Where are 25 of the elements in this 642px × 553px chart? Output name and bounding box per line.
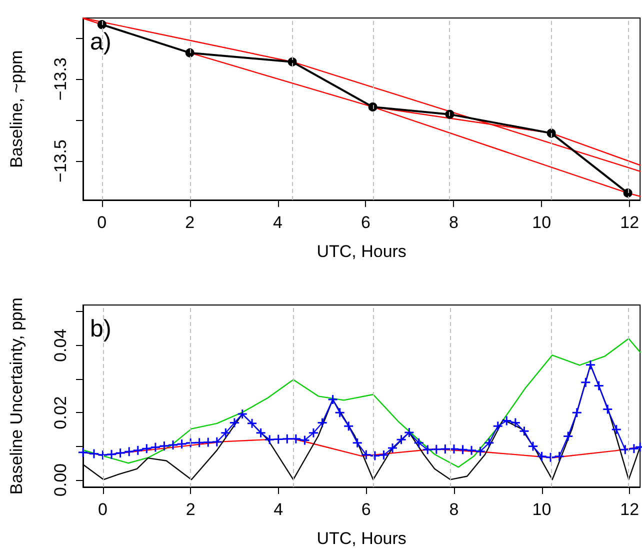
x-tick-label: 8: [449, 500, 459, 519]
x-tick-label: 10: [532, 213, 552, 232]
y-tick-label: 0.04: [51, 328, 70, 362]
x-tick-label: 0: [97, 213, 107, 232]
x-tick-label: 6: [361, 213, 370, 232]
x-axis-title: UTC, Hours: [316, 529, 406, 548]
x-tick-label: 10: [532, 500, 552, 519]
y-tick-label: −13.3: [51, 58, 70, 101]
annotation: b): [90, 316, 112, 342]
y-axis-title: Baseline Uncertainty, ppm: [7, 297, 26, 495]
y-tick-label: −13.5: [51, 140, 70, 183]
x-tick-label: 12: [620, 213, 640, 232]
x-tick-label: 4: [273, 213, 283, 232]
x-tick-label: 12: [620, 500, 640, 519]
y-tick-label: 0.00: [51, 463, 70, 496]
x-tick-label: 8: [448, 213, 458, 232]
x-tick-label: 2: [185, 213, 195, 232]
x-tick-label: 0: [98, 500, 108, 519]
y-tick-label: 0.02: [51, 396, 70, 430]
y-axis-title: Baseline, ~ppm: [7, 50, 26, 168]
x-tick-label: 2: [186, 500, 196, 519]
x-tick-label: 6: [361, 500, 371, 519]
annotation: a): [90, 28, 112, 56]
x-tick-label: 4: [274, 500, 284, 519]
x-axis-title: UTC, Hours: [316, 242, 406, 261]
